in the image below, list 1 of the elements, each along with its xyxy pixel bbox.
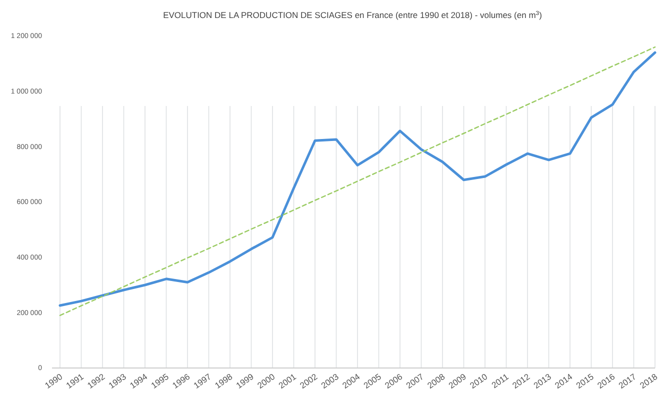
chart-title: EVOLUTION DE LA PRODUCTION DE SCIAGES en France (entre 1990 et 2018) - volumes (en m$^{3}$)	[163, 10, 542, 20]
